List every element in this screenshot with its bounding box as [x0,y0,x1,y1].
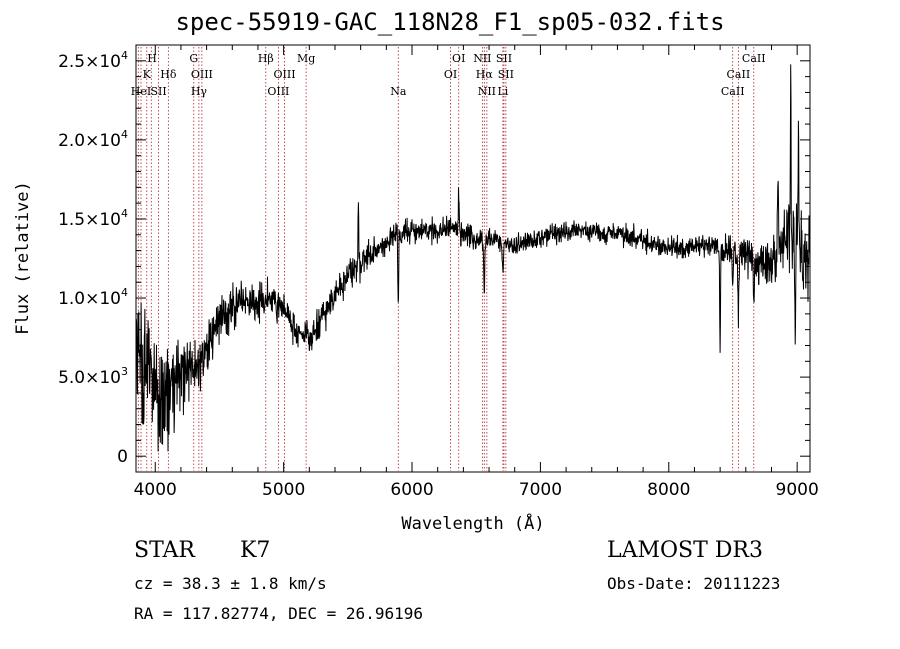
line-label: Hδ [160,68,177,81]
line-label: OI [444,68,457,81]
line-label: CaII [742,52,766,65]
chart-title: spec-55919-GAC_118N28_F1_sp05-032.fits [175,8,725,36]
y-tick-label: 1.0×104 [58,286,128,309]
line-label: HeI [131,85,151,98]
x-axis-label: Wavelength (Å) [401,512,544,534]
x-tick-labels: 4000 5000 6000 7000 8000 9000 [134,480,819,500]
emission-line-markers [137,47,755,471]
x-tick-label: 5000 [262,480,305,500]
y-tick-label: 2.0×104 [58,128,128,151]
line-label: OIII [267,85,289,98]
plot-frame [135,44,811,473]
x-tick-label: 4000 [134,480,177,500]
x-tick-label: 8000 [647,480,690,500]
object-class: STAR [134,538,195,563]
y-tick-label: 2.5×104 [58,49,128,72]
observation-date: Obs-Date: 20111223 [607,574,781,593]
line-label: Na [390,85,407,98]
x-tick-label: 6000 [390,480,433,500]
y-tick-label: 5.0×103 [58,365,128,388]
line-label: SII [150,85,166,98]
survey-name: LAMOST DR3 [607,538,763,563]
line-label: K [143,68,152,81]
x-tick-label: 7000 [519,480,562,500]
line-label: SII [496,52,512,65]
line-label: Hβ [258,52,274,65]
line-label: Hα [476,68,494,81]
axis-ticks [136,44,810,472]
line-label: NII [473,52,491,65]
line-label: Li [497,85,508,98]
y-tick-labels: 0 5.0×103 1.0×104 1.5×104 2.0×104 2.5×104 [58,49,128,467]
line-label: OI [452,52,465,65]
line-label: CaII [721,85,745,98]
redshift-velocity: cz = 38.3 ± 1.8 km/s [134,574,327,593]
coordinates: RA = 117.82774, DEC = 26.96196 [134,604,423,623]
y-tick-label: 1.5×104 [58,207,128,230]
line-label: OIII [191,68,213,81]
object-subclass: K7 [240,538,271,563]
line-label: OIII [274,68,296,81]
x-tick-label: 9000 [776,480,819,500]
spectrum-line [135,64,810,452]
line-label: CaII [727,68,751,81]
y-tick-label: 0 [117,447,128,467]
line-label: H [147,52,157,65]
line-label: Mg [297,52,315,65]
line-label: NII [478,85,496,98]
line-label: SII [498,68,514,81]
line-label: Hγ [191,85,208,98]
line-label: G [189,52,198,65]
y-axis-label: Flux (relative) [13,181,33,335]
